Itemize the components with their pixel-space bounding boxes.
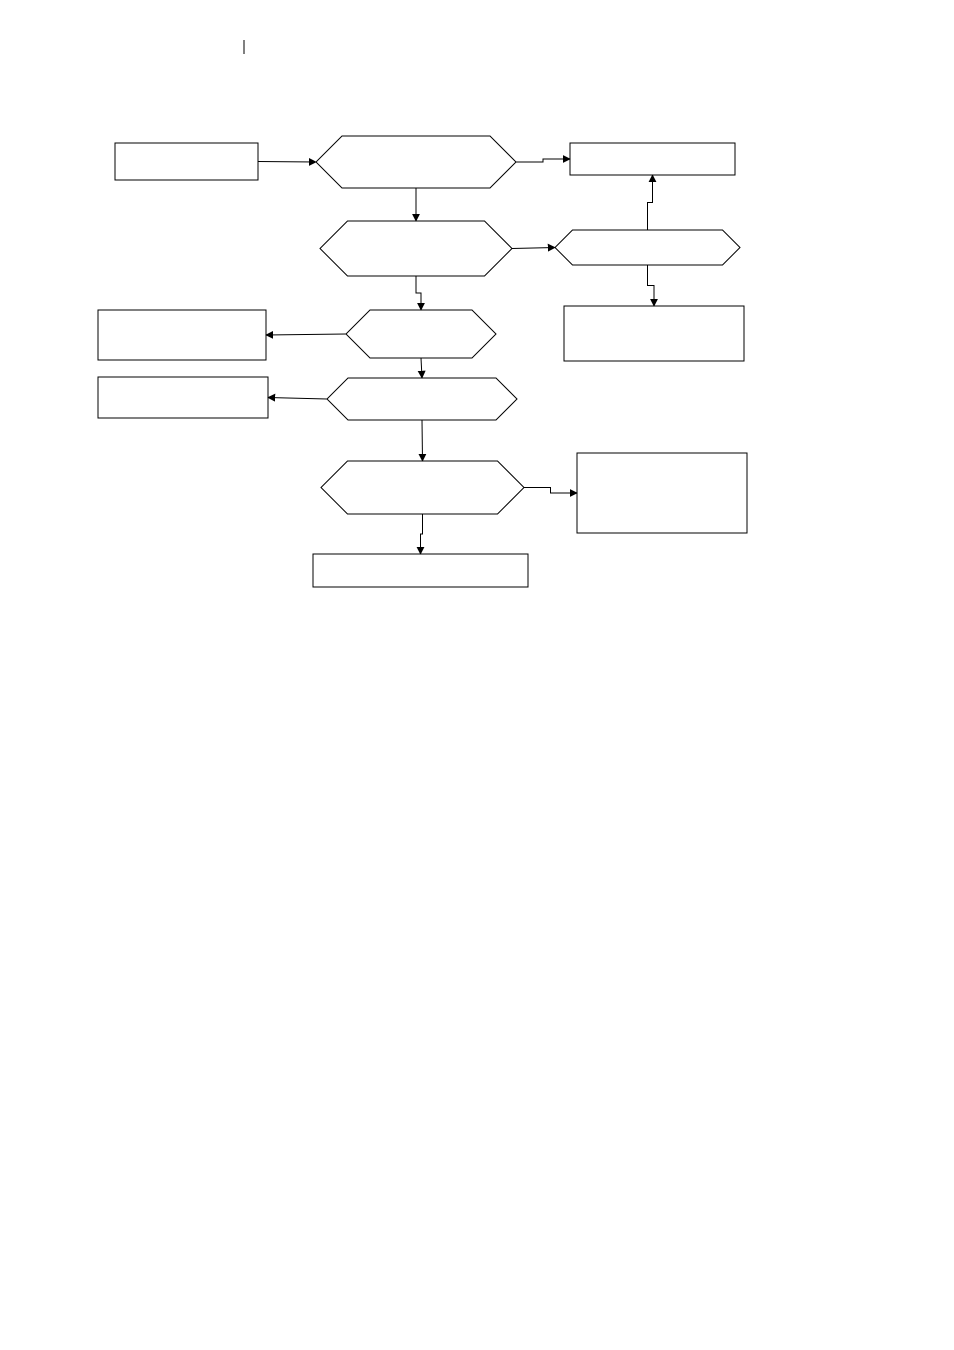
node-rect-bottom [313, 554, 528, 587]
node-rect-left-4 [98, 377, 268, 418]
node-rect-right-5 [577, 453, 747, 533]
node-hex-2b [555, 230, 740, 265]
node-hex-1 [316, 136, 516, 188]
node-rect-top-left [115, 143, 258, 180]
node-hex-3 [346, 310, 496, 358]
node-rect-top-right [570, 143, 735, 175]
edge-hex-4-to-hex-5 [422, 420, 423, 461]
node-rect-right-2 [564, 306, 744, 361]
node-hex-5 [321, 461, 524, 514]
node-hex-2 [320, 221, 512, 276]
edge-rect-top-left-to-hex-1 [258, 162, 316, 163]
node-rect-left-3 [98, 310, 266, 360]
flowchart-canvas [0, 0, 954, 1350]
node-hex-4 [327, 378, 517, 420]
